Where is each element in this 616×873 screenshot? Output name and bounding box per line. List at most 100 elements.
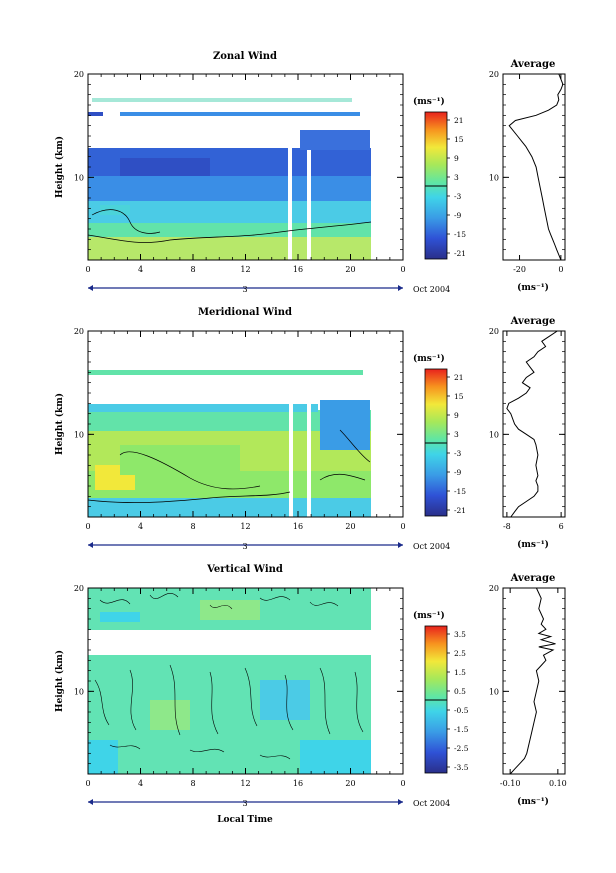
colorbar-tick-label: 0.5 <box>454 687 466 696</box>
gap-band <box>307 400 311 517</box>
panel-title: Meridional Wind <box>198 307 292 318</box>
x-tick-label: 8 <box>190 522 195 531</box>
colorbar-tick-label: -3 <box>454 192 462 201</box>
contour-line <box>87 491 291 503</box>
contour-line <box>319 429 371 481</box>
profile-panel: Average -0.10 0.10 20 10 (ms⁻¹) <box>489 573 567 807</box>
profile-x-tick-label: 6 <box>559 522 564 531</box>
heatmap-field <box>88 370 371 517</box>
field-cell <box>120 445 240 475</box>
x-tick-label: 4 <box>138 265 143 274</box>
panel-title: Zonal Wind <box>213 51 277 62</box>
heatmap-field <box>88 588 371 774</box>
colorbar-tick-label: 9 <box>454 411 459 420</box>
profile-line <box>509 587 556 775</box>
contour-line <box>91 209 161 234</box>
x-tick-label: 12 <box>240 522 250 531</box>
profile-title: Average <box>510 316 556 327</box>
profile-x-label: (ms⁻¹) <box>517 282 549 293</box>
colorbar-tick-label: 1.5 <box>454 668 466 677</box>
profile-title: Average <box>510 59 556 70</box>
x-tick-label: 0 <box>400 779 405 788</box>
field-cell <box>88 370 363 375</box>
field-cell <box>88 235 371 260</box>
colorbar-tick-label: -1.5 <box>454 725 469 734</box>
profile-frame <box>502 587 566 775</box>
profile-x-tick-label: -20 <box>513 265 526 274</box>
colorbar-tick-label: 9 <box>454 154 459 163</box>
colorbar-tick-label: 15 <box>454 392 464 401</box>
profile-frame <box>502 330 566 518</box>
x-tick-label: 16 <box>293 779 303 788</box>
field-cell <box>300 130 370 150</box>
profile-x-label: (ms⁻¹) <box>517 796 549 807</box>
field-cell <box>88 497 371 517</box>
profile-panel: Average -8 6 20 10 (ms⁻¹) <box>489 316 566 550</box>
field-cell <box>88 404 318 412</box>
field-cell <box>88 200 371 223</box>
heatmap-field <box>88 98 371 260</box>
colorbar-tick-label: 2.5 <box>454 649 466 658</box>
field-cell <box>120 112 360 116</box>
date-label: Oct 2004 <box>413 799 450 808</box>
x-axis: 0 4 8 12 16 20 0 <box>85 331 406 531</box>
x-tick-label: 20 <box>345 265 355 274</box>
x-tick-label: 0 <box>400 522 405 531</box>
y-tick-label: 10 <box>489 430 499 439</box>
profile-frame <box>502 73 566 261</box>
colorbar-tick-label: -15 <box>454 230 466 239</box>
profile-x-label: (ms⁻¹) <box>517 539 549 550</box>
y-tick-label: 10 <box>74 173 84 182</box>
y-axis-label: Height (km) <box>54 393 65 455</box>
x-tick-label: 8 <box>190 265 195 274</box>
field-cell <box>300 740 371 774</box>
colorbar-tick-label: -3 <box>454 449 462 458</box>
y-tick-label: 20 <box>489 70 499 79</box>
field-cell <box>92 98 352 102</box>
panel-title: Vertical Wind <box>206 564 283 575</box>
x-tick-label: 8 <box>190 779 195 788</box>
contour-line <box>119 451 261 490</box>
colorbar-unit: (ms⁻¹) <box>413 610 445 621</box>
x-tick-label: 12 <box>240 265 250 274</box>
profile-line <box>506 330 558 518</box>
field-cell <box>320 400 370 450</box>
y-tick-label: 20 <box>489 584 499 593</box>
x-tick-label: 20 <box>345 779 355 788</box>
gap-band <box>307 150 311 260</box>
y-axis-label: Height (km) <box>54 136 65 198</box>
field-cell <box>260 680 310 720</box>
contour-line <box>94 593 364 760</box>
field-cell <box>88 175 371 201</box>
profile-panel: Average -20 0 20 10 (ms⁻¹) <box>489 59 566 293</box>
colorbar-tick-label: 15 <box>454 135 464 144</box>
colorbar-tick-label: 21 <box>454 373 464 382</box>
profile-x-tick-label: -8 <box>503 522 511 531</box>
colorbar-unit: (ms⁻¹) <box>413 353 445 364</box>
gap-band <box>289 400 293 517</box>
date-bar: 3 Oct 2004 <box>88 542 450 551</box>
field-cell <box>120 158 210 176</box>
contour-line <box>87 221 372 243</box>
y-tick-label: 20 <box>74 584 84 593</box>
x-tick-label: 0 <box>400 265 405 274</box>
colorbar-tick-label: 21 <box>454 116 464 125</box>
profile-x-tick-label: 0.10 <box>549 779 567 788</box>
x-tick-label: 4 <box>138 522 143 531</box>
colorbar-tick-label: -3.5 <box>454 763 469 772</box>
x-axis: 0 4 8 12 16 20 0 <box>85 74 406 274</box>
date-marker: 3 <box>242 285 247 294</box>
profile-x-tick-label: 0 <box>558 265 563 274</box>
y-tick-label: 10 <box>489 173 499 182</box>
x-tick-label: 12 <box>240 779 250 788</box>
colorbar-tick-label: 3.5 <box>454 630 466 639</box>
colorbar-tick-label: -21 <box>454 249 466 258</box>
colorbar-tick-label: -0.5 <box>454 706 469 715</box>
y-tick-label: 10 <box>489 687 499 696</box>
field-cell <box>88 740 118 774</box>
